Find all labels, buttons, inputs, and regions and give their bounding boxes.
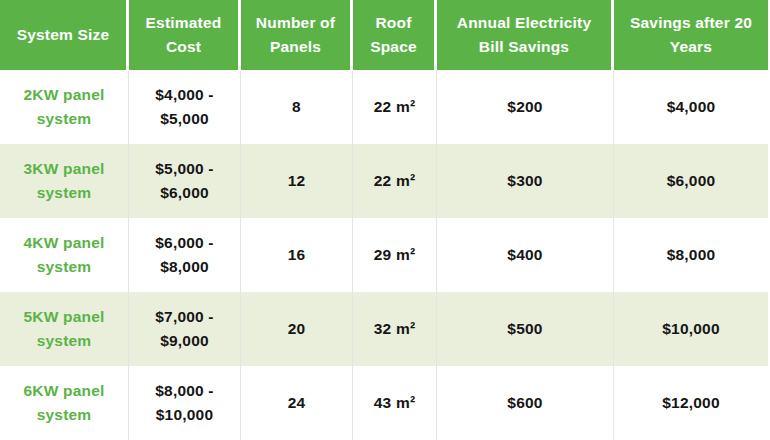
savings-20y-value: $4,000 (614, 70, 768, 144)
estimated-cost-value: $7,000 - $9,000 (129, 292, 241, 366)
estimated-cost-value: $5,000 - $6,000 (129, 144, 241, 218)
panel-count-value: 20 (241, 292, 353, 366)
roof-space-value: 22 m² (353, 70, 437, 144)
annual-savings-value: $300 (437, 144, 614, 218)
table-row-2kw: 2KW panel system $4,000 - $5,000 8 22 m²… (0, 70, 768, 144)
estimated-cost-value: $8,000 - $10,000 (129, 366, 241, 440)
system-size-value: 6KW panel system (0, 366, 129, 440)
savings-20y-value: $8,000 (614, 218, 768, 292)
table-row-6kw: 6KW panel system $8,000 - $10,000 24 43 … (0, 366, 768, 440)
column-header-number-of-panels: Number of Panels (241, 0, 353, 70)
roof-space-value: 22 m² (353, 144, 437, 218)
panel-count-value: 8 (241, 70, 353, 144)
savings-20y-value: $10,000 (614, 292, 768, 366)
panel-count-value: 24 (241, 366, 353, 440)
system-size-value: 5KW panel system (0, 292, 129, 366)
estimated-cost-value: $6,000 - $8,000 (129, 218, 241, 292)
table-row-4kw: 4KW panel system $6,000 - $8,000 16 29 m… (0, 218, 768, 292)
annual-savings-value: $600 (437, 366, 614, 440)
table-row-3kw: 3KW panel system $5,000 - $6,000 12 22 m… (0, 144, 768, 218)
roof-space-value: 32 m² (353, 292, 437, 366)
roof-space-value: 43 m² (353, 366, 437, 440)
column-header-roof-space: Roof Space (353, 0, 437, 70)
annual-savings-value: $200 (437, 70, 614, 144)
column-header-annual-bill-savings: Annual Electricity Bill Savings (437, 0, 614, 70)
panel-count-value: 16 (241, 218, 353, 292)
table-row-5kw: 5KW panel system $7,000 - $9,000 20 32 m… (0, 292, 768, 366)
estimated-cost-value: $4,000 - $5,000 (129, 70, 241, 144)
solar-comparison-table: System Size Estimated Cost Number of Pan… (0, 0, 768, 440)
roof-space-value: 29 m² (353, 218, 437, 292)
annual-savings-value: $400 (437, 218, 614, 292)
column-header-estimated-cost: Estimated Cost (129, 0, 241, 70)
annual-savings-value: $500 (437, 292, 614, 366)
savings-20y-value: $12,000 (614, 366, 768, 440)
system-size-value: 2KW panel system (0, 70, 129, 144)
system-size-value: 4KW panel system (0, 218, 129, 292)
column-header-savings-20-years: Savings after 20 Years (614, 0, 768, 70)
system-size-value: 3KW panel system (0, 144, 129, 218)
column-header-system-size: System Size (0, 0, 129, 70)
panel-count-value: 12 (241, 144, 353, 218)
table-header-row: System Size Estimated Cost Number of Pan… (0, 0, 768, 70)
savings-20y-value: $6,000 (614, 144, 768, 218)
